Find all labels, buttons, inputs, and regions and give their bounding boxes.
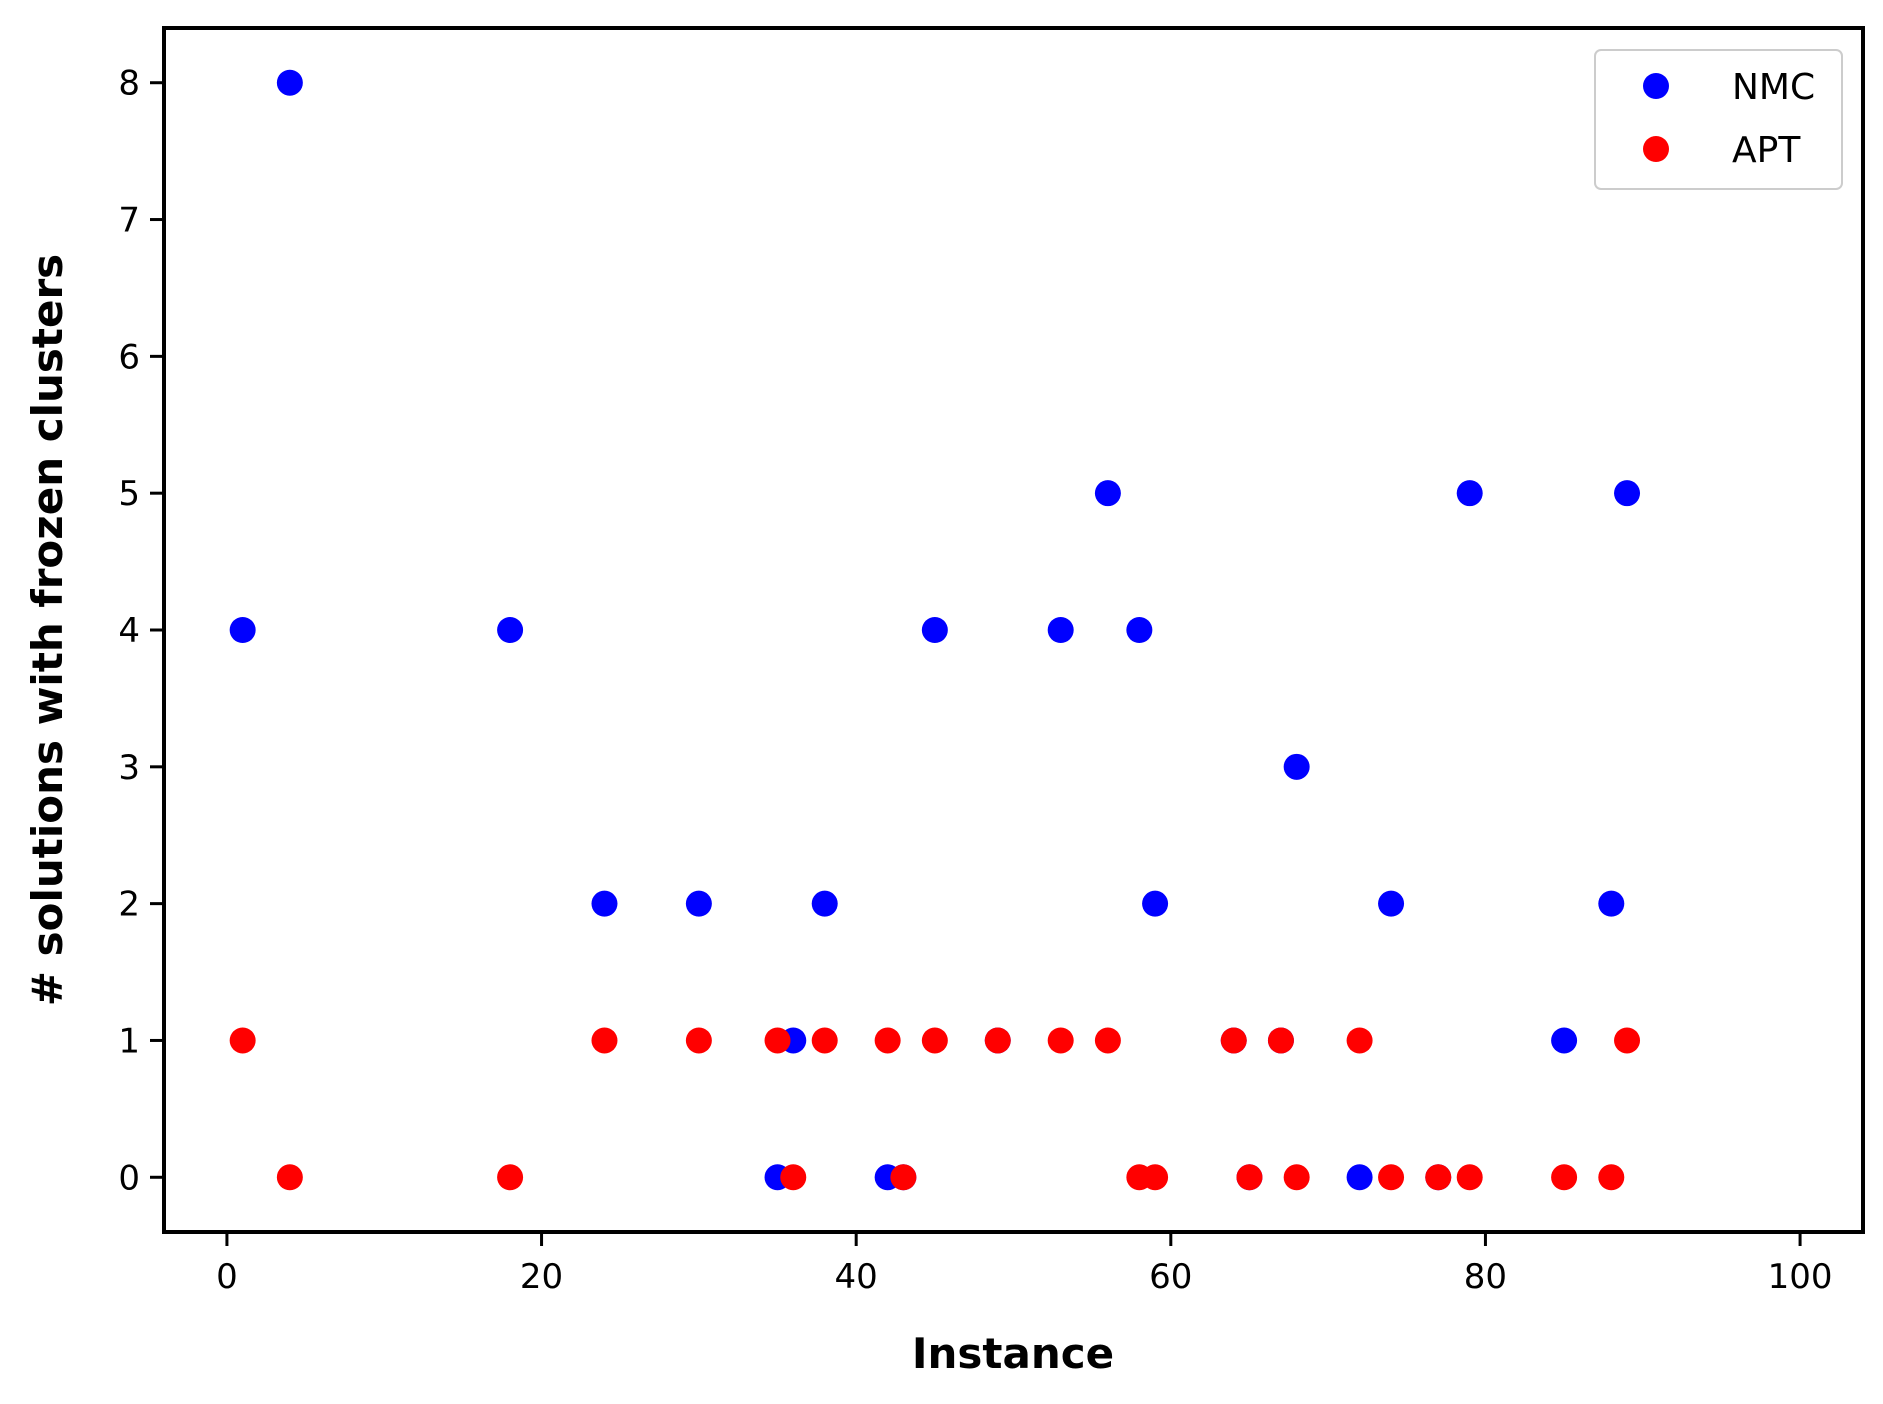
- x-axis-label: Instance: [912, 1329, 1114, 1378]
- x-tick-label: 100: [1768, 1257, 1833, 1297]
- data-point-apt: [1142, 1164, 1169, 1191]
- data-point-apt: [229, 1027, 256, 1054]
- data-point-nmc: [1126, 617, 1153, 643]
- y-tick-label: 7: [118, 201, 140, 241]
- data-point-apt: [1283, 1164, 1310, 1191]
- data-point-nmc: [1598, 890, 1625, 917]
- data-point-apt: [984, 1027, 1011, 1054]
- data-point-nmc: [1094, 480, 1121, 507]
- plot-frame: [162, 26, 1865, 1234]
- data-point-apt: [1346, 1027, 1373, 1054]
- data-point-nmc: [811, 890, 838, 917]
- data-point-apt: [497, 1164, 524, 1191]
- data-point-apt: [1047, 1027, 1074, 1054]
- data-point-nmc: [1614, 480, 1641, 507]
- y-tick-label: 6: [118, 337, 140, 377]
- legend-marker-apt: [1643, 136, 1669, 162]
- y-axis-label: # solutions with frozen clusters: [23, 254, 72, 1006]
- data-point-apt: [780, 1164, 807, 1191]
- legend-marker-nmc: [1643, 73, 1669, 99]
- data-point-apt: [276, 1164, 303, 1191]
- data-point-apt: [811, 1027, 838, 1054]
- data-point-nmc: [591, 890, 618, 917]
- series-apt: [229, 1027, 1641, 1191]
- y-tick-label: 8: [118, 64, 140, 104]
- y-tick-label: 4: [118, 611, 140, 651]
- legend-label-nmc: NMC: [1732, 67, 1815, 108]
- x-tick-label: 40: [835, 1257, 878, 1297]
- y-tick-label: 1: [118, 1021, 140, 1061]
- data-point-nmc: [1283, 753, 1310, 780]
- data-point-apt: [685, 1027, 712, 1054]
- y-tick-label: 5: [118, 474, 140, 514]
- data-point-nmc: [921, 617, 948, 643]
- data-point-apt: [1551, 1164, 1578, 1191]
- data-point-nmc: [1551, 1027, 1578, 1054]
- data-point-apt: [1236, 1164, 1263, 1191]
- x-tick-label: 20: [520, 1257, 563, 1297]
- data-point-nmc: [1142, 890, 1169, 917]
- data-point-nmc: [1047, 617, 1074, 643]
- data-point-apt: [764, 1027, 791, 1054]
- y-tick-label: 0: [118, 1158, 140, 1198]
- y-tick-label: 2: [118, 885, 140, 925]
- data-point-nmc: [276, 69, 303, 96]
- data-point-apt: [1598, 1164, 1625, 1191]
- x-tick-label: 80: [1464, 1257, 1507, 1297]
- data-point-apt: [874, 1027, 901, 1054]
- data-point-nmc: [229, 617, 256, 643]
- data-point-apt: [1614, 1027, 1641, 1054]
- data-point-nmc: [1378, 890, 1405, 917]
- data-point-nmc: [497, 617, 524, 643]
- data-point-apt: [591, 1027, 618, 1054]
- data-point-nmc: [1346, 1164, 1373, 1191]
- data-point-apt: [1378, 1164, 1405, 1191]
- data-point-apt: [1456, 1164, 1483, 1191]
- x-tick-label: 60: [1149, 1257, 1192, 1297]
- data-point-apt: [1094, 1027, 1121, 1054]
- legend: NMC APT: [1594, 49, 1843, 190]
- data-point-apt: [890, 1164, 917, 1191]
- data-point-apt: [1220, 1027, 1247, 1054]
- x-tick-label: 0: [216, 1257, 238, 1297]
- data-point-nmc: [685, 890, 712, 917]
- y-tick-label: 3: [118, 748, 140, 788]
- data-point-apt: [1425, 1164, 1452, 1191]
- legend-label-apt: APT: [1732, 130, 1801, 171]
- data-point-apt: [921, 1027, 948, 1054]
- data-point-apt: [1267, 1027, 1294, 1054]
- data-point-nmc: [1456, 480, 1483, 507]
